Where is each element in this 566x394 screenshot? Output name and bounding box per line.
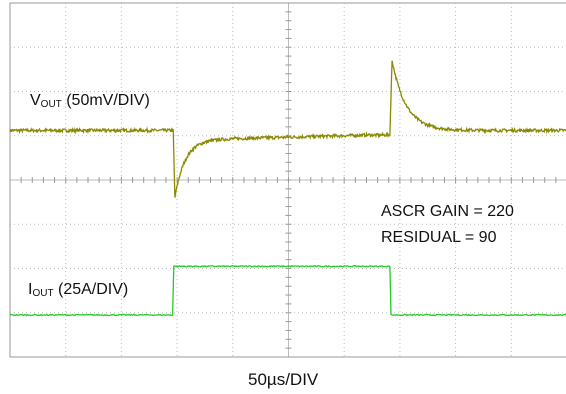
iout-trace-label: IOUT (25A/DIV)	[28, 281, 128, 299]
ascr-gain-annotation: ASCR GAIN = 220	[381, 203, 514, 220]
traces	[9, 60, 566, 317]
vout-label-scale: (50mV/DIV)	[61, 92, 150, 109]
iout-label-main: I	[28, 281, 33, 298]
vout-label-sub: OUT	[40, 99, 62, 110]
vout-trace-label: VOUT (50mV/DIV)	[30, 92, 150, 110]
grid	[9, 2, 566, 358]
iout-label-sub: OUT	[32, 288, 54, 299]
residual-annotation: RESIDUAL = 90	[381, 229, 497, 246]
iout-label-scale: (25A/DIV)	[53, 281, 129, 298]
iout-trace	[9, 264, 566, 317]
vout-label-main: V	[30, 92, 41, 109]
time-scale-label: 50µs/DIV	[248, 370, 319, 389]
vout-trace	[9, 60, 566, 198]
